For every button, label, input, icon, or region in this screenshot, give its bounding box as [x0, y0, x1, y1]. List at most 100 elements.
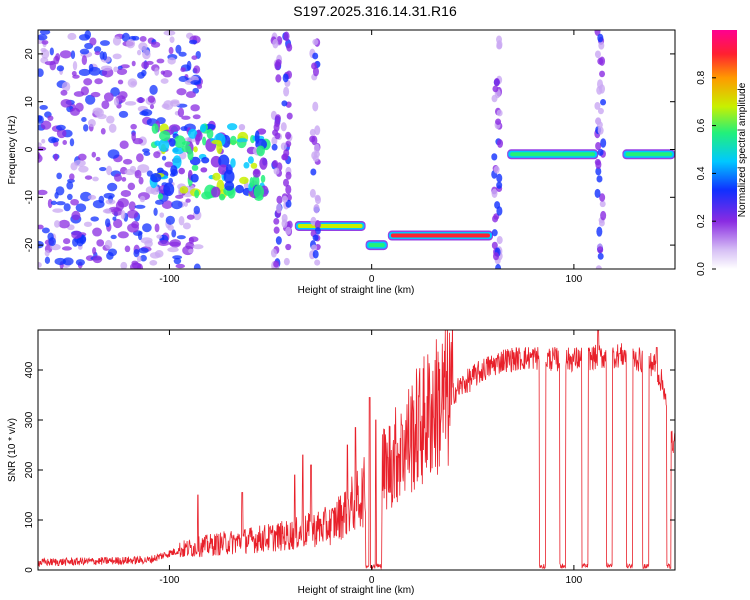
- snr-y-tick-label: 0: [24, 567, 35, 573]
- spectrogram-noise-blob: [44, 249, 50, 257]
- spectrogram-noise-blob: [193, 205, 201, 215]
- spectrogram-noise-blob: [80, 191, 92, 202]
- spectrogram-noise-blob: [171, 200, 183, 210]
- spectrogram-noise-blob: [66, 193, 73, 201]
- spectrogram-noise-blob: [176, 88, 187, 96]
- spectrogram-noise-blob: [62, 257, 74, 266]
- spectrogram-noise-blob: [121, 176, 127, 182]
- spectrogram-noise-blob: [38, 115, 44, 124]
- spectrogram-cluster-blob: [239, 176, 249, 185]
- spectrogram-noise-blob: [120, 190, 132, 197]
- spectrogram-noise-blob: [75, 259, 85, 266]
- spectrogram-noise-blob: [99, 40, 110, 46]
- spectrogram-noise-blob: [133, 248, 140, 258]
- spectrogram-noise-blob: [192, 114, 201, 120]
- colorbar-gradient: [712, 30, 737, 269]
- spectrogram-band-blob: [595, 265, 602, 269]
- spectrogram-noise-blob: [90, 91, 101, 98]
- spectrogram-band-blob: [283, 257, 290, 266]
- spectrogram-noise-blob: [100, 128, 106, 135]
- spectrogram-noise-blob: [153, 151, 161, 159]
- spectrogram-noise-blob: [51, 137, 60, 143]
- spectrogram-noise-blob: [117, 79, 124, 85]
- spectrogram-noise-blob: [113, 66, 119, 73]
- spectrogram-noise-blob: [100, 65, 113, 71]
- spectrogram-cluster-blob: [174, 135, 186, 148]
- spectrogram-band-blob: [315, 195, 322, 205]
- spectrogram-band-blob: [496, 173, 503, 183]
- spectrogram-noise-blob: [126, 38, 136, 49]
- spectrogram-band-blob: [272, 159, 279, 168]
- spectrogram-noise-blob: [88, 119, 96, 127]
- spectrogram-band-blob: [282, 73, 289, 83]
- spectrogram-cluster-blob: [157, 193, 164, 200]
- spectrogram-noise-blob: [165, 215, 175, 225]
- spectrogram-noise-blob: [127, 182, 136, 191]
- spectrogram-cluster-blob: [211, 186, 221, 198]
- spectrogram-noise-blob: [128, 201, 136, 211]
- spectrogram-noise-blob: [144, 240, 153, 248]
- spectrogram-noise-blob: [181, 115, 191, 120]
- spectrogram-band-blob: [599, 193, 606, 202]
- spectrogram-marks: [38, 30, 675, 269]
- spectrogram-noise-blob: [38, 189, 48, 196]
- spectrogram-noise-blob: [56, 128, 67, 139]
- spectrogram-band-blob: [493, 165, 500, 174]
- spectrogram-band-blob: [285, 226, 292, 235]
- spectrogram-noise-blob: [81, 117, 87, 122]
- spectrogram-noise-blob: [134, 204, 146, 209]
- spectrogram-noise-blob: [61, 81, 71, 92]
- spectrogram-band-blob: [275, 236, 282, 245]
- spectrogram-cluster-blob: [170, 165, 178, 175]
- spectrogram-noise-blob: [162, 69, 173, 78]
- spectrogram-band-blob: [600, 210, 607, 221]
- spectrogram-noise-blob: [44, 61, 56, 66]
- spectrogram-noise-blob: [137, 263, 144, 269]
- snr-x-axis: -100 0 100: [159, 330, 583, 586]
- spectrogram-noise-blob: [41, 138, 46, 144]
- snr-x-tick-label: 0: [369, 575, 375, 586]
- spectrogram-band-blob: [495, 263, 502, 269]
- spectrogram-noise-blob: [112, 36, 122, 46]
- spectrogram-noise-blob: [40, 47, 47, 53]
- spectrogram-band-blob: [275, 74, 282, 83]
- spectrogram-noise-blob: [99, 51, 105, 60]
- spectrogram-noise-blob: [60, 89, 68, 96]
- spectrogram-noise-blob: [78, 165, 89, 173]
- spectrogram-band-blob: [273, 218, 280, 225]
- spectrogram-noise-blob: [150, 41, 161, 48]
- spectrogram-noise-blob: [105, 199, 116, 205]
- spectrogram-noise-blob: [186, 60, 192, 71]
- spectrogram-band-blob: [597, 33, 604, 43]
- spectrogram-noise-blob: [120, 64, 130, 69]
- spectrogram-noise-blob: [167, 247, 179, 253]
- spectrogram-band-blob: [496, 206, 503, 216]
- spectrogram-noise-blob: [107, 182, 118, 192]
- spectrogram-noise-blob: [149, 104, 155, 110]
- spectrogram-cluster-blob: [200, 167, 208, 173]
- snr-y-tick-label: 300: [24, 411, 35, 428]
- spectrogram-cluster-blob: [178, 167, 185, 175]
- spectrogram-cluster-blob: [190, 173, 199, 183]
- spectrogram-band-blob: [597, 252, 604, 260]
- spectrogram-noise-blob: [113, 173, 122, 182]
- spectrogram-cluster-blob: [223, 169, 235, 184]
- spectrogram-noise-blob: [63, 238, 71, 245]
- spectrogram-band-blob: [271, 143, 278, 151]
- spectrogram-noise-blob: [156, 234, 163, 239]
- spectrogram-cluster-blob: [179, 186, 189, 194]
- spectrogram-band-blob: [281, 153, 288, 161]
- spectrogram-tone-core: [368, 243, 385, 248]
- spectrogram-noise-blob: [113, 97, 119, 106]
- spectrogram-band-blob: [273, 226, 280, 234]
- spectrogram-band-blob: [281, 195, 288, 203]
- spectrogram-cluster-blob: [252, 168, 261, 178]
- spectrogram-noise-blob: [157, 239, 170, 246]
- spectrogram-cluster-blob: [250, 162, 258, 169]
- spectrogram-band-blob: [496, 42, 503, 50]
- spectrogram-noise-blob: [167, 57, 176, 65]
- snr-y-label: SNR (10 * v/v): [7, 418, 18, 482]
- spectrogram-noise-blob: [112, 53, 122, 60]
- spectrogram-noise-blob: [47, 198, 53, 209]
- spectrogram-band-blob: [491, 188, 498, 198]
